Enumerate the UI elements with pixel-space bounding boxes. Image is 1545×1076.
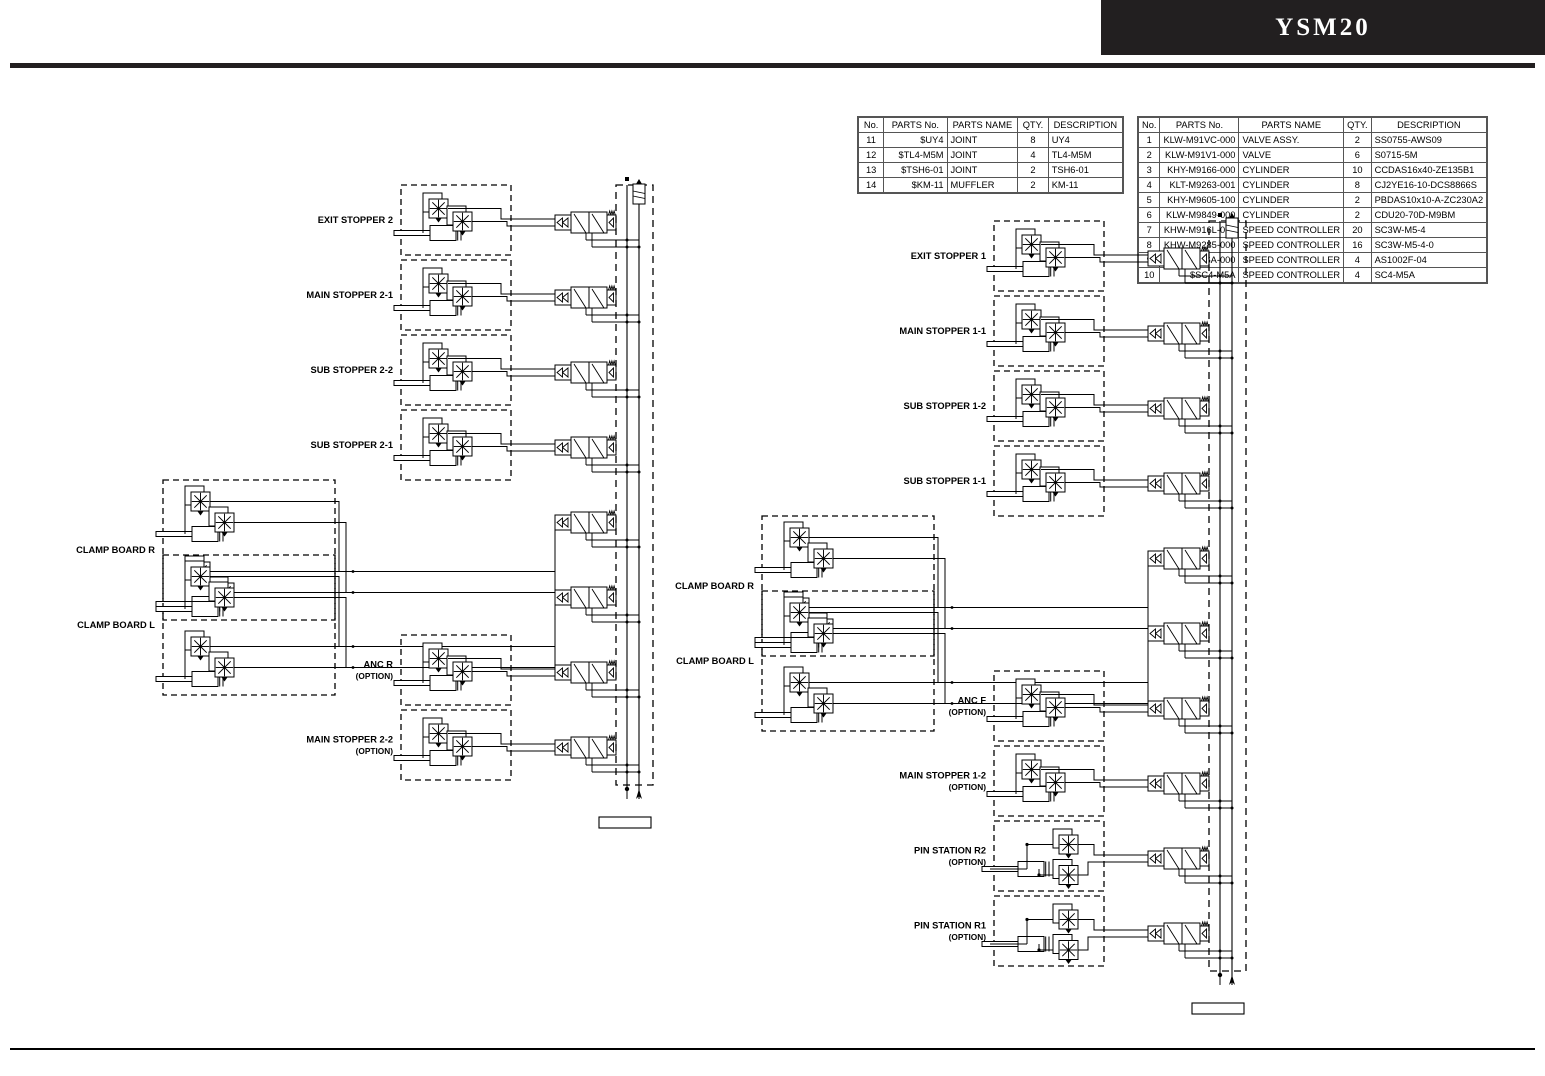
svg-text:EXIT STOPPER 1: EXIT STOPPER 1: [911, 251, 986, 261]
svg-text:(OPTION): (OPTION): [949, 782, 987, 792]
svg-text:CLAMP BOARD L: CLAMP BOARD L: [676, 656, 754, 666]
svg-text:(OPTION): (OPTION): [949, 857, 987, 867]
svg-text:PIN STATION R1: PIN STATION R1: [914, 921, 986, 931]
svg-text:ANC F: ANC F: [958, 696, 987, 706]
svg-text:CLAMP BOARD R: CLAMP BOARD R: [675, 581, 754, 591]
svg-text:(OPTION): (OPTION): [356, 671, 394, 681]
svg-text:MAIN STOPPER 1-2: MAIN STOPPER 1-2: [899, 771, 986, 781]
svg-text:SUB STOPPER 1-2: SUB STOPPER 1-2: [904, 401, 987, 411]
svg-text:SUB STOPPER 2-2: SUB STOPPER 2-2: [311, 365, 394, 375]
svg-text:PIN STATION R2: PIN STATION R2: [914, 846, 986, 856]
svg-text:CLAMP BOARD R: CLAMP BOARD R: [76, 545, 155, 555]
svg-text:MAIN STOPPER 2-1: MAIN STOPPER 2-1: [306, 290, 393, 300]
svg-text:SUB STOPPER 2-1: SUB STOPPER 2-1: [311, 440, 394, 450]
svg-text:(OPTION): (OPTION): [356, 746, 394, 756]
svg-text:SUB STOPPER 1-1: SUB STOPPER 1-1: [904, 476, 987, 486]
svg-text:MAIN STOPPER 1-1: MAIN STOPPER 1-1: [899, 326, 986, 336]
svg-text:ANC R: ANC R: [364, 660, 394, 670]
svg-text:MAIN STOPPER 2-2: MAIN STOPPER 2-2: [306, 735, 393, 745]
svg-text:(OPTION): (OPTION): [949, 932, 987, 942]
svg-text:CLAMP BOARD L: CLAMP BOARD L: [77, 620, 155, 630]
svg-text:(OPTION): (OPTION): [949, 707, 987, 717]
svg-text:EXIT STOPPER 2: EXIT STOPPER 2: [318, 215, 393, 225]
